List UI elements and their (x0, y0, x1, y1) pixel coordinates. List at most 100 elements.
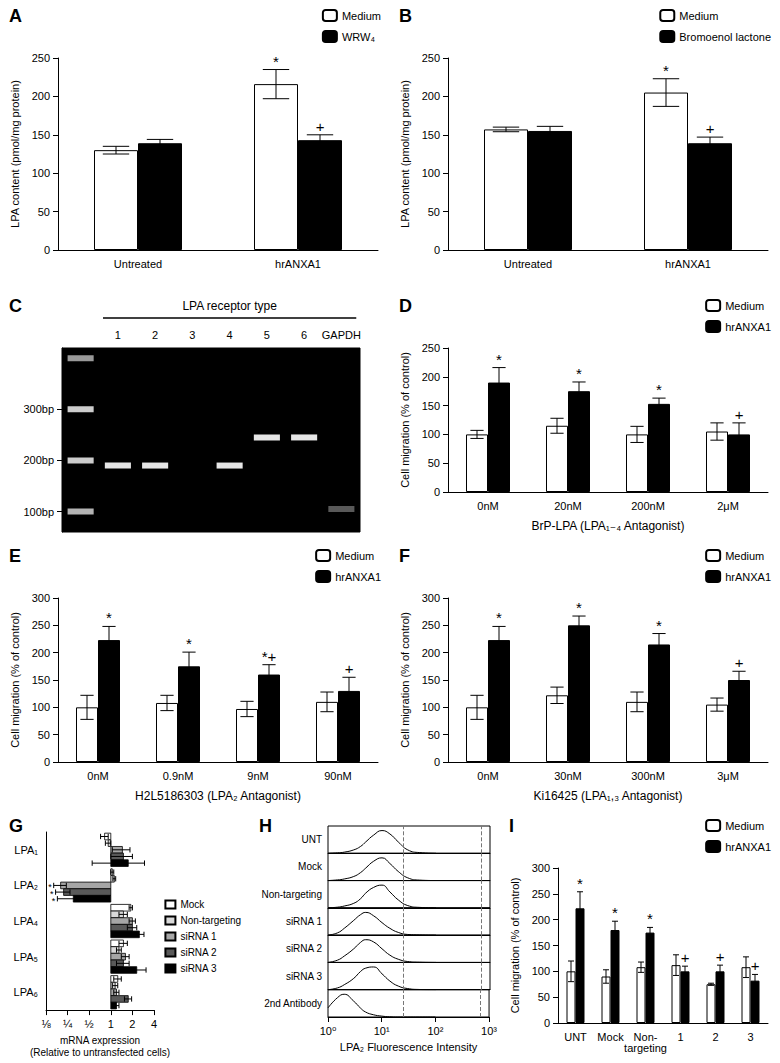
svg-text:4: 4 (151, 1018, 157, 1030)
svg-text:BrP-LPA (LPA₁₋₄ Antagonist): BrP-LPA (LPA₁₋₄ Antagonist) (532, 519, 685, 533)
svg-text:*: * (52, 896, 56, 906)
svg-text:Non-targeting: Non-targeting (261, 889, 322, 900)
svg-text:siRNA 3: siRNA 3 (180, 963, 217, 974)
svg-text:50: 50 (428, 729, 440, 741)
svg-text:300: 300 (32, 592, 50, 604)
svg-text:1: 1 (115, 329, 121, 341)
svg-text:1: 1 (108, 1018, 114, 1030)
svg-text:0nM: 0nM (87, 770, 108, 782)
svg-text:200: 200 (32, 647, 50, 659)
svg-text:B: B (399, 6, 412, 26)
svg-text:LPA₅: LPA₅ (14, 951, 38, 963)
svg-text:E: E (9, 546, 21, 566)
svg-text:LPA content (pmol/mg protein): LPA content (pmol/mg protein) (399, 80, 411, 228)
svg-text:1: 1 (677, 1031, 683, 1043)
svg-text:⅛: ⅛ (41, 1018, 51, 1030)
svg-text:150: 150 (422, 400, 440, 412)
svg-text:50: 50 (38, 206, 50, 218)
svg-text:*: * (576, 599, 582, 616)
svg-text:50: 50 (538, 991, 550, 1003)
svg-text:UNT: UNT (564, 1031, 587, 1043)
svg-text:*: * (496, 609, 502, 626)
svg-text:0: 0 (434, 756, 440, 768)
svg-text:2: 2 (129, 1018, 135, 1030)
svg-text:+: + (681, 949, 690, 966)
svg-text:Medium: Medium (335, 550, 374, 562)
svg-text:LPA₂ Fluorescence Intensity: LPA₂ Fluorescence Intensity (340, 1041, 478, 1053)
svg-text:Mock: Mock (298, 861, 323, 872)
svg-text:siRNA 1: siRNA 1 (286, 916, 323, 927)
svg-text:50: 50 (428, 457, 440, 469)
svg-text:150: 150 (422, 674, 440, 686)
svg-text:100: 100 (32, 701, 50, 713)
svg-text:200bp: 200bp (23, 454, 54, 466)
svg-text:Cell migration (% of control): Cell migration (% of control) (9, 612, 21, 748)
svg-text:90nM: 90nM (324, 770, 352, 782)
svg-text:targeting: targeting (624, 1042, 667, 1054)
svg-text:½: ½ (85, 1018, 94, 1030)
svg-text:10⁰: 10⁰ (320, 1025, 337, 1037)
svg-text:10³: 10³ (481, 1025, 497, 1037)
svg-text:*: * (106, 609, 112, 626)
svg-text:*: * (656, 617, 662, 634)
svg-text:6: 6 (301, 329, 307, 341)
svg-text:30nM: 30nM (554, 770, 582, 782)
svg-text:*: * (576, 365, 582, 382)
svg-text:siRNA 2: siRNA 2 (180, 947, 217, 958)
svg-text:0: 0 (44, 244, 50, 256)
svg-text:5: 5 (264, 329, 270, 341)
svg-text:2nd Antibody: 2nd Antibody (264, 998, 322, 1009)
svg-text:150: 150 (532, 940, 550, 952)
svg-text:C: C (9, 296, 22, 316)
svg-text:Cell migration (% of control): Cell migration (% of control) (509, 878, 521, 1014)
svg-text:hrANXA1: hrANXA1 (725, 321, 771, 333)
svg-text:I: I (509, 816, 514, 836)
svg-text:mRNA expression: mRNA expression (60, 1035, 140, 1046)
svg-text:LPA receptor type: LPA receptor type (182, 299, 277, 313)
svg-text:+: + (716, 948, 725, 965)
svg-text:250: 250 (32, 52, 50, 64)
svg-text:50: 50 (428, 206, 440, 218)
svg-text:*: * (663, 62, 669, 79)
svg-text:2: 2 (152, 329, 158, 341)
svg-text:2: 2 (712, 1031, 718, 1043)
svg-text:0nM: 0nM (477, 770, 498, 782)
svg-text:+: + (751, 957, 760, 974)
svg-text:hrANXA1: hrANXA1 (335, 571, 381, 583)
svg-text:0: 0 (434, 244, 440, 256)
svg-text:*: * (186, 635, 192, 652)
svg-text:200: 200 (422, 371, 440, 383)
svg-text:3: 3 (189, 329, 195, 341)
svg-text:3μM: 3μM (717, 770, 739, 782)
svg-text:Mock: Mock (180, 899, 205, 910)
svg-text:Medium: Medium (679, 10, 718, 22)
svg-text:Bromoenol lactone: Bromoenol lactone (679, 31, 771, 43)
svg-text:siRNA 2: siRNA 2 (286, 943, 323, 954)
svg-text:+: + (735, 406, 744, 423)
svg-text:Mock: Mock (597, 1031, 624, 1043)
svg-text:Non-targeting: Non-targeting (180, 915, 241, 926)
svg-text:*: * (496, 351, 502, 368)
svg-text:GAPDH: GAPDH (322, 329, 361, 341)
svg-text:100: 100 (32, 167, 50, 179)
svg-text:200: 200 (422, 90, 440, 102)
svg-text:hrANXA1: hrANXA1 (725, 841, 771, 853)
svg-text:UNT: UNT (301, 834, 322, 845)
svg-text:100: 100 (422, 428, 440, 440)
svg-text:0nM: 0nM (477, 500, 498, 512)
svg-text:WRW₄: WRW₄ (342, 31, 376, 43)
svg-text:Medium: Medium (342, 10, 381, 22)
svg-text:*: * (273, 53, 279, 70)
svg-text:LPA₆: LPA₆ (14, 986, 38, 998)
svg-text:150: 150 (422, 129, 440, 141)
svg-text:9nM: 9nM (247, 770, 268, 782)
svg-text:0: 0 (544, 1017, 550, 1029)
svg-text:300nM: 300nM (631, 770, 665, 782)
svg-text:LPA₂: LPA₂ (14, 879, 38, 891)
svg-text:LPA content (pmol/mg protein): LPA content (pmol/mg protein) (9, 80, 21, 228)
svg-text:50: 50 (38, 729, 50, 741)
svg-text:300: 300 (422, 592, 440, 604)
svg-text:G: G (9, 816, 23, 836)
svg-text:*+: *+ (262, 648, 277, 665)
svg-text:Untreated: Untreated (504, 258, 552, 270)
